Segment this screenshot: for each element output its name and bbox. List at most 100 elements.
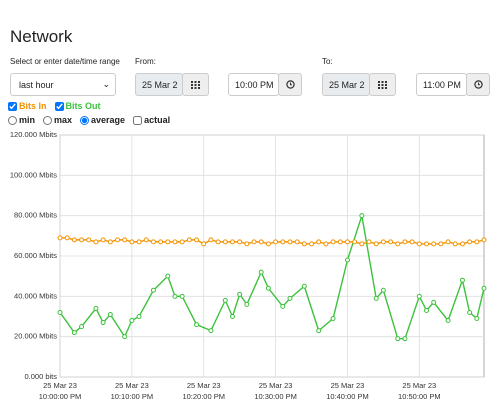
data-point: [416, 241, 422, 247]
checkbox[interactable]: [133, 115, 143, 125]
data-point: [388, 239, 394, 245]
radio[interactable]: [80, 115, 90, 125]
data-point: [79, 324, 85, 330]
from-time-text: 10:00 PM: [235, 79, 274, 90]
data-point: [416, 293, 422, 299]
data-point: [438, 241, 444, 247]
data-point: [229, 239, 235, 245]
data-point: [93, 305, 99, 311]
data-point: [136, 239, 142, 245]
data-point: [445, 318, 451, 324]
y-tick-label: 100.000 Mbits: [10, 170, 57, 179]
data-point: [143, 237, 149, 243]
series-line: [59, 215, 485, 340]
data-point: [316, 328, 322, 334]
data-point: [201, 241, 207, 247]
to-clock-button[interactable]: [466, 73, 490, 96]
x-tick-date: 25 Mar 23: [43, 381, 77, 390]
data-point: [424, 241, 430, 247]
data-point: [114, 237, 120, 243]
actual-toggle[interactable]: actual: [133, 115, 170, 125]
data-point: [150, 239, 156, 245]
data-point: [481, 237, 487, 243]
to-calendar-button[interactable]: [369, 73, 396, 96]
data-point: [265, 241, 271, 247]
data-point: [402, 336, 408, 342]
data-point: [445, 239, 451, 245]
data-point: [280, 303, 286, 309]
data-point: [301, 241, 307, 247]
radio[interactable]: [43, 115, 53, 125]
from-date[interactable]: 25 Mar 2: [135, 73, 183, 96]
mode-max[interactable]: max: [43, 115, 72, 125]
x-tick-time: 10:00:00 PM: [39, 392, 82, 401]
to-time-text: 11:00 PM: [423, 79, 461, 90]
to-label: To:: [322, 57, 333, 66]
range-select[interactable]: last hour ⌄: [10, 73, 116, 96]
data-point: [208, 237, 214, 243]
x-tick-date: 25 Mar 23: [115, 381, 149, 390]
data-point: [136, 314, 142, 319]
to-date[interactable]: 25 Mar 2: [322, 73, 370, 96]
x-tick-time: 10:10:00 PM: [111, 392, 154, 401]
data-point: [158, 239, 164, 245]
data-point: [93, 239, 99, 245]
data-point: [330, 316, 336, 322]
checkbox[interactable]: [54, 101, 64, 111]
data-point: [395, 241, 401, 247]
data-point: [301, 283, 307, 289]
y-tick-label: 40.000 Mbits: [14, 291, 57, 300]
to-date-text: 25 Mar 2: [329, 79, 365, 90]
data-point: [280, 239, 286, 245]
data-point: [237, 291, 243, 297]
checkbox[interactable]: [8, 101, 17, 111]
data-point: [316, 239, 322, 245]
x-tick-time: 10:30:00 PM: [254, 392, 297, 401]
data-point: [474, 239, 480, 245]
data-point: [100, 237, 106, 243]
data-point: [229, 314, 235, 319]
toggle-0[interactable]: Bits In: [8, 101, 47, 111]
data-point: [150, 287, 156, 293]
data-point: [481, 285, 487, 291]
clock-icon: [473, 80, 483, 89]
mode-min[interactable]: min: [8, 115, 35, 125]
data-point: [258, 269, 264, 275]
data-point: [258, 239, 264, 245]
x-tick-date: 25 Mar 23: [259, 381, 293, 390]
from-label: From:: [135, 57, 156, 66]
data-point: [57, 235, 63, 241]
mode-average[interactable]: average: [80, 115, 125, 125]
data-point: [467, 309, 473, 315]
data-point: [237, 239, 243, 245]
data-point: [344, 239, 350, 245]
data-point: [179, 239, 185, 245]
mode-label: average: [91, 115, 126, 125]
toggle-1[interactable]: Bits Out: [54, 101, 101, 111]
chart: 0.000 bits 20.000 Mbits 40.000 Mbits 60.000…: [10, 130, 487, 401]
data-point: [424, 307, 430, 313]
data-point: [208, 328, 214, 334]
data-point: [373, 241, 379, 247]
x-tick-date: 25 Mar 23: [402, 381, 436, 390]
data-point: [186, 237, 192, 243]
from-clock-button[interactable]: [278, 73, 302, 96]
data-point: [172, 239, 178, 245]
page-title: Network: [10, 27, 73, 46]
radio[interactable]: [8, 115, 17, 125]
data-point: [71, 330, 77, 336]
to-time[interactable]: 11:00 PM: [416, 73, 467, 96]
mode-label: min: [19, 115, 36, 125]
data-point: [287, 239, 293, 245]
from-time[interactable]: 10:00 PM: [228, 73, 279, 96]
data-point: [215, 239, 221, 245]
data-point: [309, 241, 315, 247]
calendar-icon: [191, 80, 200, 89]
data-point: [57, 309, 63, 315]
data-point: [409, 239, 415, 245]
x-tick-time: 10:20:00 PM: [182, 392, 225, 401]
data-point: [294, 239, 300, 245]
data-point: [222, 239, 228, 245]
from-calendar-button[interactable]: [182, 73, 209, 96]
data-point: [129, 239, 135, 245]
